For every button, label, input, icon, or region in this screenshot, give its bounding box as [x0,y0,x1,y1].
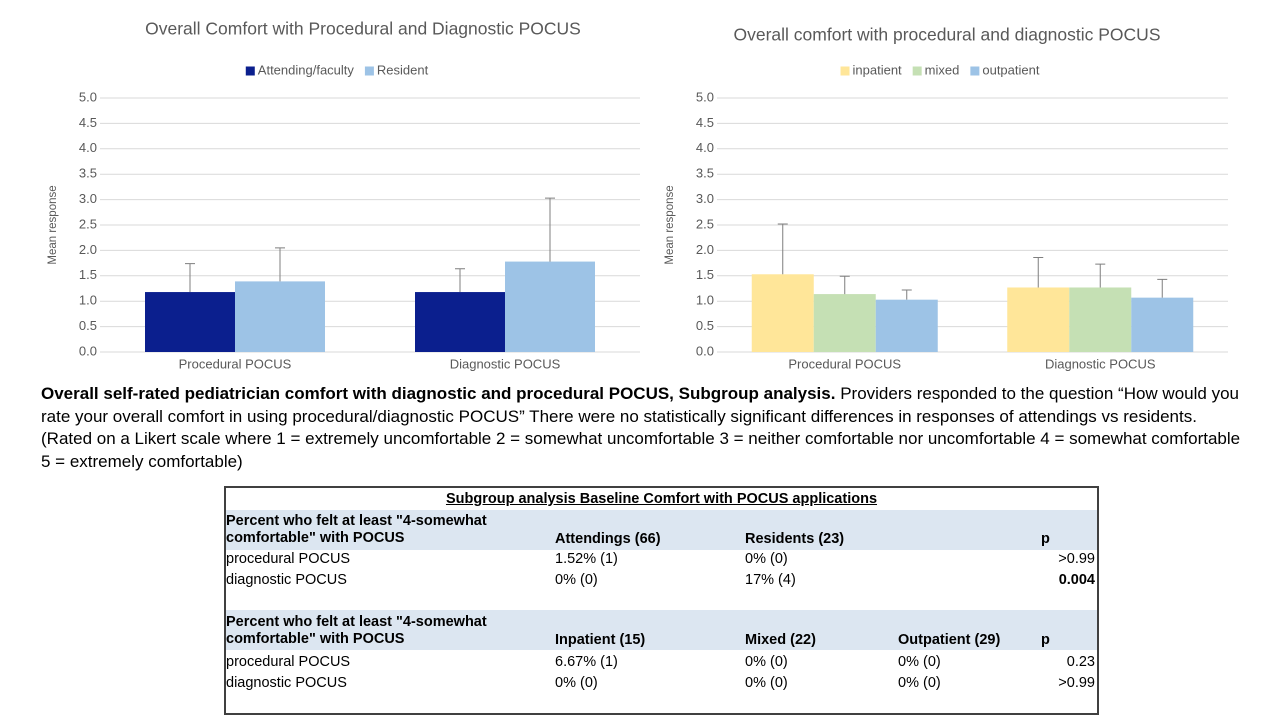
bar [235,281,325,352]
bar [415,292,505,352]
y-tick-label: 3.0 [79,191,97,206]
header-cell: Outpatient (29) [898,632,1001,648]
error-bar [1157,278,1168,298]
y-tick-label: 5.0 [79,89,97,104]
header-row: Percent who felt at least "4-somewhat co… [226,510,1097,550]
header-cell: Mixed (22) [745,632,816,648]
error-bar [185,263,195,293]
cell: 6.67% (1) [555,654,618,670]
y-tick-label: 5.0 [696,89,714,104]
legend-swatch [912,66,922,76]
charts: Overall Comfort with Procedural and Diag… [47,19,1228,371]
error-bar [455,268,465,293]
bar [145,292,235,352]
legend-swatch [245,66,255,76]
legend-label: Attending/faculty [258,62,355,77]
chart-title: Overall comfort with procedural and diag… [734,25,1161,45]
y-tick-label: 0.5 [696,318,714,333]
y-tick-label: 1.0 [696,293,714,308]
cell: >0.99 [1058,551,1095,567]
legend-label: outpatient [982,62,1039,77]
legend-swatch [840,66,850,76]
y-tick-label: 1.5 [79,267,97,282]
legend-swatch [970,66,980,76]
y-tick-label: 2.0 [79,242,97,257]
error-bar [275,247,285,282]
header-cell: p [1041,632,1050,648]
header-cell: p [1041,531,1050,547]
y-tick-label: 2.5 [79,216,97,231]
x-tick-label: Diagnostic POCUS [1045,356,1156,371]
chart-title: Overall Comfort with Procedural and Diag… [145,19,581,39]
y-tick-label: 0.5 [79,318,97,333]
y-tick-label: 3.0 [696,191,714,206]
y-axis-label: Mean response [47,185,59,264]
bar [813,294,876,352]
y-tick-label: 4.0 [696,140,714,155]
header-cell: Residents (23) [745,531,845,547]
x-tick-label: Diagnostic POCUS [450,356,561,371]
x-tick-label: Procedural POCUS [179,356,292,371]
x-tick-label: Procedural POCUS [788,356,901,371]
y-tick-label: 0.0 [696,343,714,358]
bar [1069,287,1132,352]
error-bar [545,197,555,262]
error-bar [1033,257,1044,288]
cell: 0% (0) [555,572,598,588]
cell: 0% (0) [745,675,788,691]
y-tick-label: 2.0 [696,242,714,257]
error-bar [777,223,788,275]
caption-bold: Overall self-rated pediatrician comfort … [41,384,836,403]
y-tick-label: 1.5 [696,267,714,282]
error-bar [1095,263,1106,288]
y-axis-label: Mean response [664,185,676,264]
header-cell: Percent who felt at least "4-somewhat co… [226,614,487,647]
table: Subgroup analysis Baseline Comfort with … [224,486,1099,715]
caption-text: Providers responded to the question “How… [41,384,1241,471]
cell: 1.52% (1) [555,551,618,567]
error-bar [839,275,850,295]
cell: 0.004 [1058,572,1095,588]
error-bar [901,289,912,300]
cell: 0% (0) [745,654,788,670]
header-cell: Inpatient (15) [555,632,646,648]
table-title: Subgroup analysis Baseline Comfort with … [445,491,878,507]
legend-label: inpatient [853,62,903,77]
y-tick-label: 2.5 [696,216,714,231]
y-tick-label: 0.0 [79,343,97,358]
cell: 0.23 [1066,654,1095,670]
cell: procedural POCUS [226,654,351,670]
y-tick-label: 4.0 [79,140,97,155]
cell: 0% (0) [898,654,941,670]
bar [875,299,938,352]
cell: >0.99 [1058,675,1095,691]
cell: 0% (0) [745,551,788,567]
cell: 0% (0) [555,675,598,691]
caption: Overall self-rated pediatrician comfort … [41,383,1246,473]
bar [1007,287,1070,352]
cell: diagnostic POCUS [226,675,347,691]
y-tick-label: 4.5 [696,115,714,130]
bar [505,261,595,352]
legend-label: Resident [377,62,429,77]
bar [751,274,814,352]
cell: 17% (4) [745,572,796,588]
cell: 0% (0) [898,675,941,691]
legend-swatch [364,66,374,76]
bar [1131,297,1194,352]
legend-label: mixed [925,62,960,77]
header-cell: Attendings (66) [555,531,661,547]
y-tick-label: 4.5 [79,115,97,130]
cell: diagnostic POCUS [226,572,347,588]
header-row: Percent who felt at least "4-somewhat co… [226,610,1097,650]
y-tick-label: 1.0 [79,293,97,308]
y-tick-label: 3.5 [696,166,714,181]
y-tick-label: 3.5 [79,166,97,181]
header-cell: Percent who felt at least "4-somewhat co… [226,513,487,546]
cell: procedural POCUS [226,551,351,567]
